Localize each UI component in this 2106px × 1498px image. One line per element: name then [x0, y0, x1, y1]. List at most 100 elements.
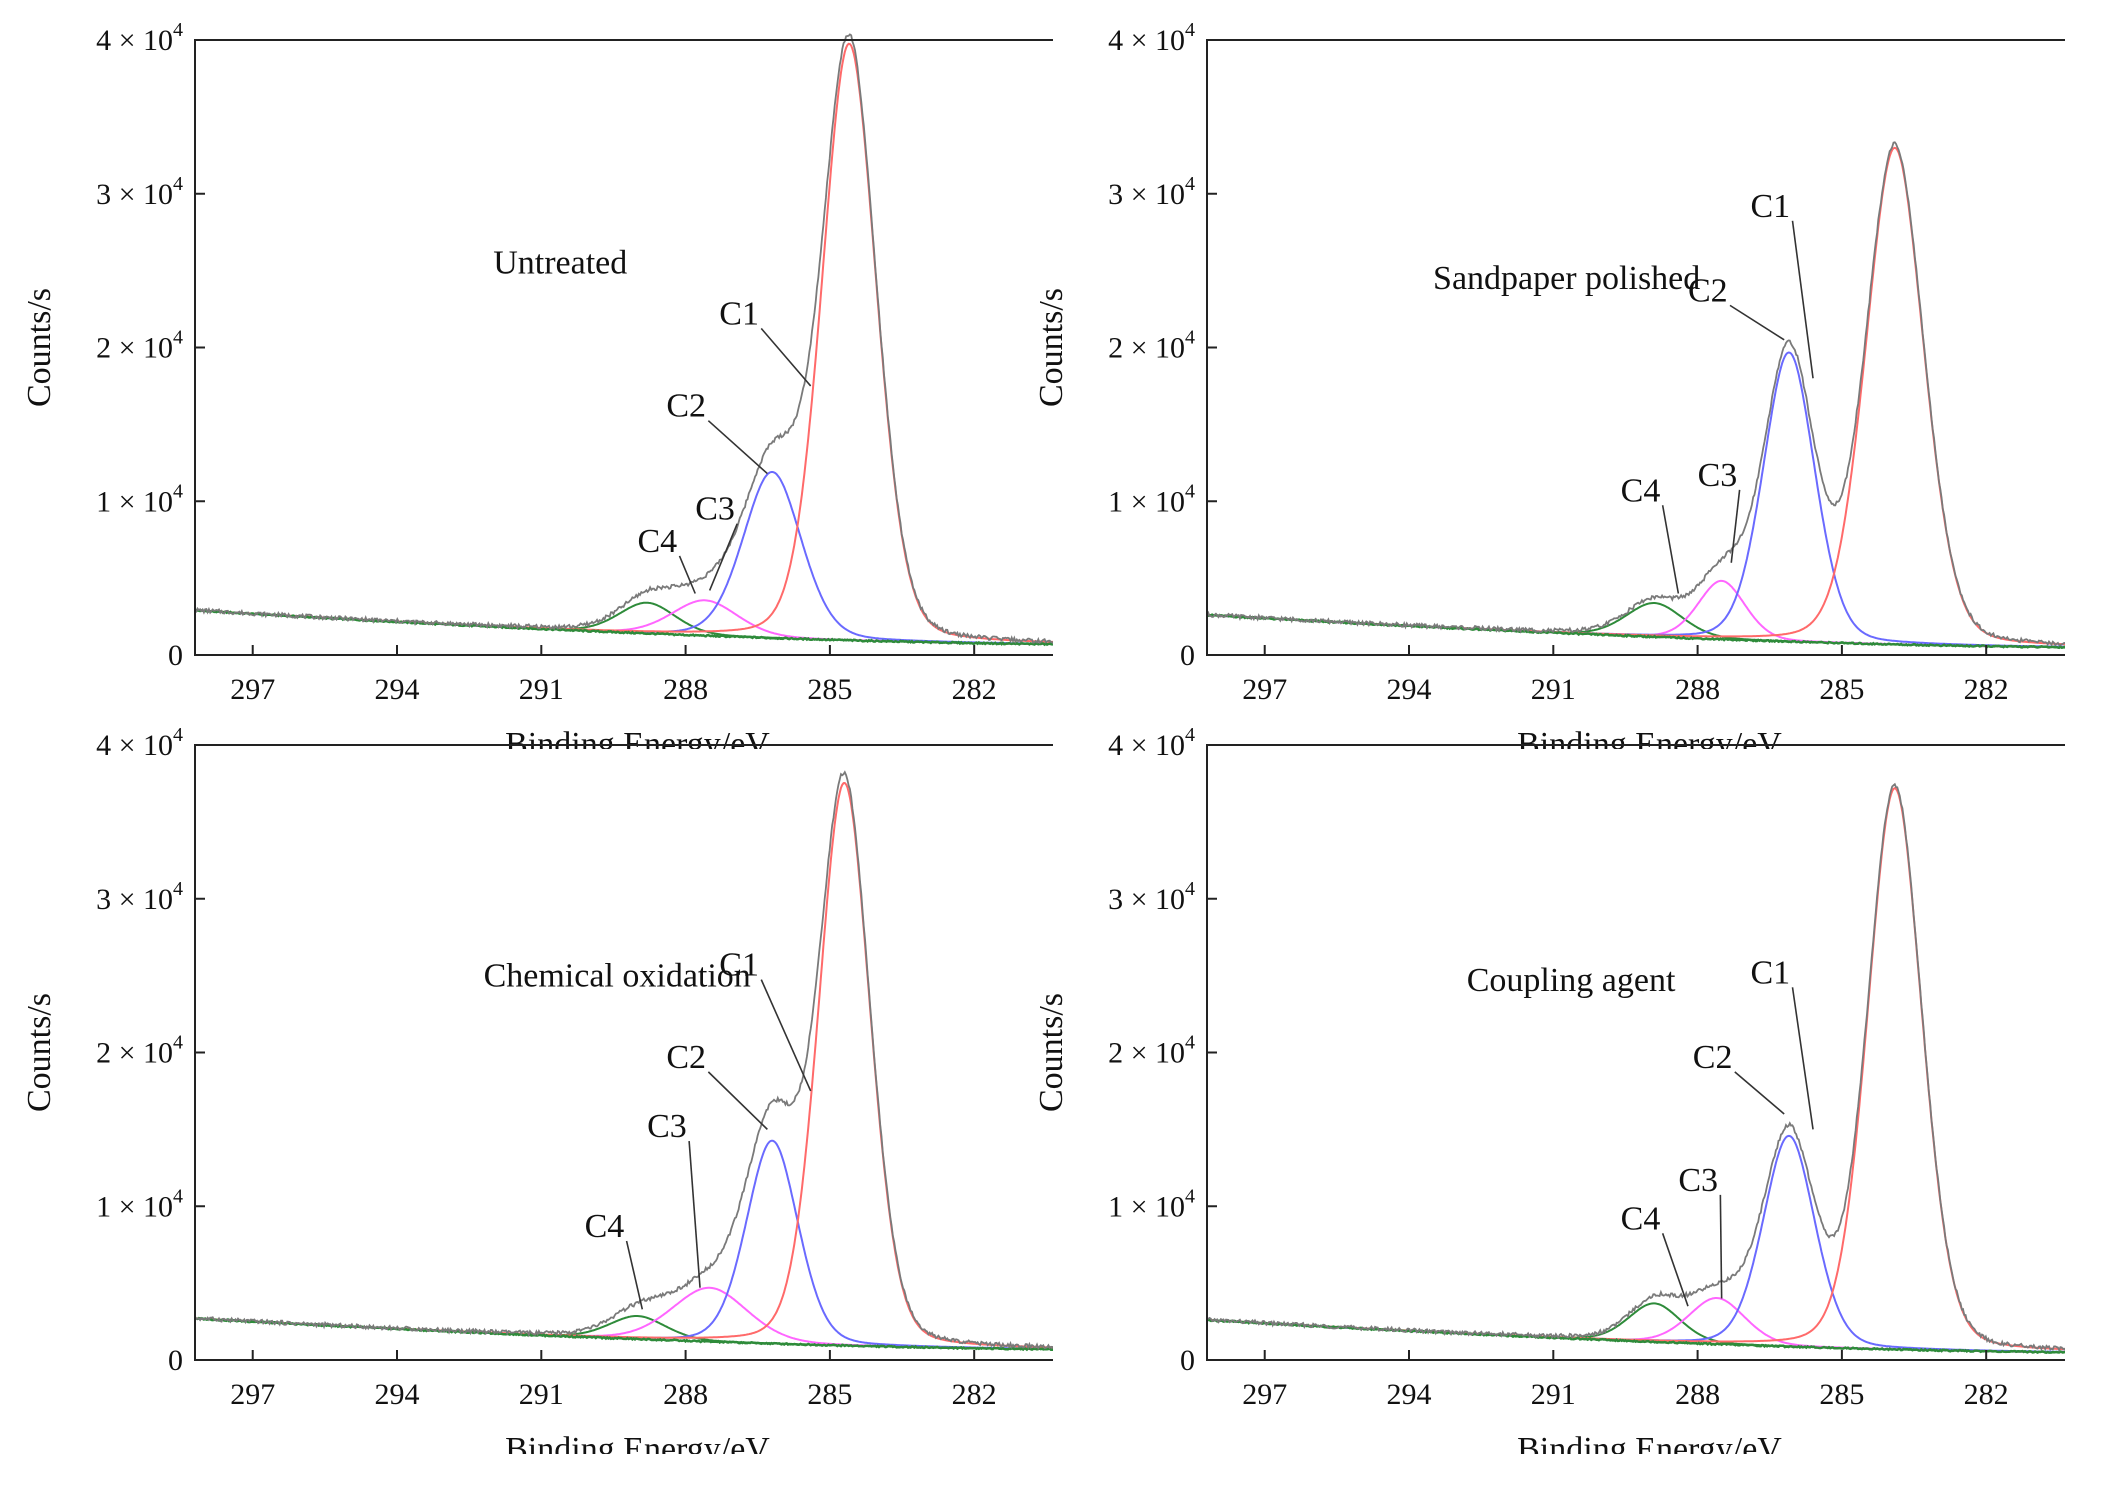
- peak-label-c4: C4: [585, 1208, 625, 1245]
- peak-label-c2: C2: [1693, 1039, 1733, 1076]
- x-tick-label: 285: [1819, 1378, 1864, 1411]
- y-tick-label: 1 × 104: [1108, 480, 1195, 518]
- x-tick-label: 285: [807, 673, 852, 706]
- x-tick-label: 282: [952, 673, 997, 706]
- x-tick-label: 294: [375, 1378, 420, 1411]
- x-axis-title: Binding Energy/eV: [505, 726, 770, 749]
- xps-panel-2: 297 294 291 288 285 282 0 1 × 104 2 × 104 3 × 104…: [1033, 19, 2065, 749]
- x-tick-label: 288: [1675, 673, 1720, 706]
- peak-leader-line: [1719, 1194, 1723, 1299]
- peak-label-c1: C1: [719, 295, 759, 332]
- x-tick-label: 282: [1964, 673, 2009, 706]
- peak-label-c3: C3: [1678, 1162, 1718, 1199]
- y-tick-label: 4 × 104: [1108, 19, 1195, 57]
- x-axis-title: Binding Energy/eV: [1517, 1431, 1782, 1454]
- peak-leader-line: [708, 523, 738, 591]
- peak-label-c3: C3: [695, 491, 735, 528]
- peak-label-c4: C4: [1621, 472, 1661, 509]
- peak-leader-line: [760, 979, 812, 1092]
- y-tick-label: 4 × 104: [96, 724, 183, 762]
- x-tick-label: 294: [1387, 1378, 1432, 1411]
- peak-label-c3: C3: [1698, 457, 1738, 494]
- peak-c4-curve: [194, 601, 1053, 646]
- envelope-curve: [194, 33, 1053, 645]
- peak-label-c4: C4: [638, 523, 678, 560]
- y-tick-label: 1 × 104: [96, 1185, 183, 1223]
- plot-frame: [1206, 744, 2065, 1361]
- envelope-curve: [194, 770, 1053, 1351]
- xps-panel-1: 297 294 291 288 285 282 0 1 × 104 2 × 104 3 × 104…: [21, 19, 1053, 749]
- peak-label-c4: C4: [1621, 1200, 1661, 1237]
- y-tick-label: 0: [168, 639, 183, 672]
- y-axis-title: Counts/s: [21, 993, 58, 1112]
- peak-label-c3: C3: [647, 1108, 687, 1145]
- peak-leader-line: [1661, 1233, 1689, 1307]
- peak-c4-curve: [1206, 602, 2065, 649]
- peak-leader-line: [1791, 220, 1814, 379]
- x-axis-title: Binding Energy/eV: [1517, 726, 1782, 749]
- y-tick-label: 0: [1180, 1344, 1195, 1377]
- x-tick-label: 291: [1531, 1378, 1576, 1411]
- x-axis-title: Binding Energy/eV: [505, 1431, 770, 1454]
- peak-leader-line: [1791, 987, 1814, 1130]
- y-tick-label: 3 × 104: [1108, 878, 1195, 916]
- y-axis-title: Counts/s: [1033, 993, 1070, 1112]
- xps-panel-4: 297 294 291 288 285 282 0 1 × 104 2 × 104 3 × 104…: [1033, 724, 2065, 1454]
- peak-c1-curve: [1206, 787, 2065, 1351]
- y-tick-label: 0: [168, 1344, 183, 1377]
- peak-label-c2: C2: [666, 388, 706, 425]
- x-tick-label: 288: [663, 673, 708, 706]
- x-tick-label: 297: [1242, 673, 1287, 706]
- peak-leader-line: [1730, 489, 1741, 563]
- sample-annotation: Chemical oxidation: [484, 957, 751, 994]
- sample-annotation: Coupling agent: [1467, 962, 1676, 999]
- x-tick-label: 297: [1242, 1378, 1287, 1411]
- x-tick-label: 291: [1531, 673, 1576, 706]
- peak-label-c1: C1: [1751, 954, 1791, 991]
- x-tick-label: 285: [1819, 673, 1864, 706]
- x-tick-label: 291: [519, 1378, 564, 1411]
- x-tick-label: 282: [952, 1378, 997, 1411]
- y-axis-title: Counts/s: [1033, 288, 1070, 407]
- peak-label-c2: C2: [666, 1039, 706, 1076]
- y-tick-label: 4 × 104: [1108, 724, 1195, 762]
- y-tick-label: 3 × 104: [1108, 173, 1195, 211]
- sample-annotation: Untreated: [493, 245, 627, 282]
- x-tick-label: 294: [1387, 673, 1432, 706]
- background-curve: [1206, 1318, 2065, 1355]
- peak-leader-line: [707, 1071, 768, 1130]
- peak-leader-line: [688, 1141, 701, 1288]
- y-tick-label: 1 × 104: [96, 480, 183, 518]
- peak-leader-line: [707, 420, 768, 475]
- peak-leader-line: [1734, 1071, 1785, 1115]
- y-tick-label: 1 × 104: [1108, 1185, 1195, 1223]
- peak-c1-curve: [194, 781, 1053, 1349]
- y-tick-label: 2 × 104: [96, 1032, 183, 1070]
- peak-c1-curve: [194, 42, 1053, 643]
- sample-annotation: Sandpaper polished: [1433, 260, 1700, 297]
- peak-label-c1: C1: [719, 947, 759, 984]
- peak-label-c1: C1: [1751, 188, 1791, 225]
- x-tick-label: 291: [519, 673, 564, 706]
- y-tick-label: 0: [1180, 639, 1195, 672]
- y-tick-label: 2 × 104: [1108, 1032, 1195, 1070]
- peak-leader-line: [1661, 505, 1680, 594]
- peak-leader-line: [1729, 304, 1785, 341]
- y-tick-label: 3 × 104: [96, 878, 183, 916]
- x-tick-label: 285: [807, 1378, 852, 1411]
- plot-frame: [194, 744, 1053, 1361]
- xps-panel-3: 297 294 291 288 285 282 0 1 × 104 2 × 104 3 × 104…: [21, 724, 1053, 1454]
- plot-frame: [1206, 39, 2065, 656]
- peak-leader-line: [760, 327, 812, 387]
- x-tick-label: 297: [230, 1378, 275, 1411]
- x-tick-label: 294: [375, 673, 420, 706]
- envelope-curve: [1206, 141, 2065, 647]
- x-tick-label: 297: [230, 673, 275, 706]
- x-tick-label: 288: [1675, 1378, 1720, 1411]
- y-tick-label: 2 × 104: [1108, 327, 1195, 365]
- x-tick-label: 282: [1964, 1378, 2009, 1411]
- background-curve: [1207, 613, 2065, 650]
- envelope-curve: [1206, 782, 2065, 1352]
- y-tick-label: 2 × 104: [96, 327, 183, 365]
